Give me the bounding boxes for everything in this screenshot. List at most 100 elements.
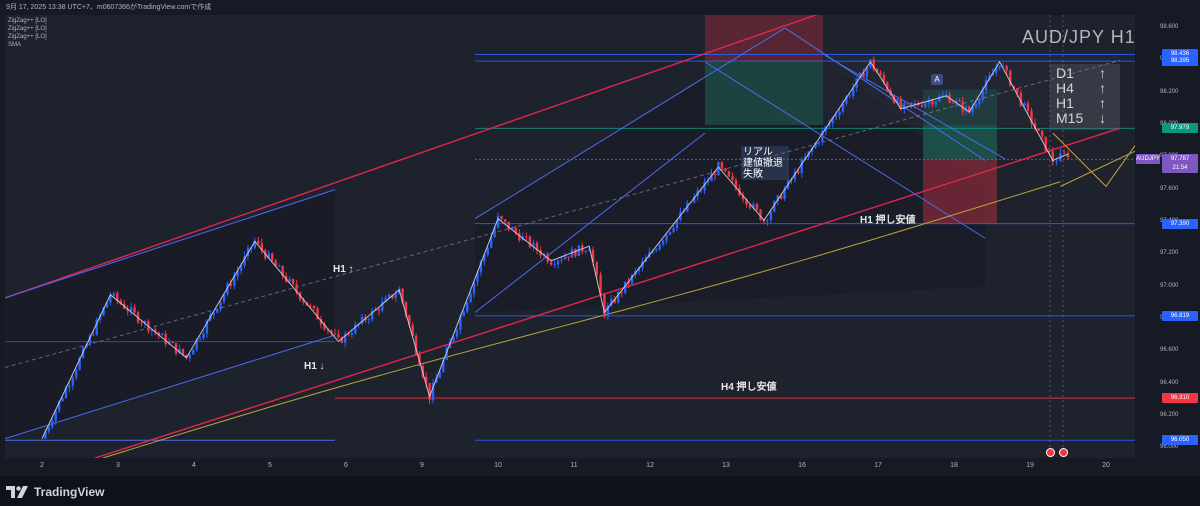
candle-body xyxy=(109,295,112,303)
candle-body xyxy=(229,283,233,286)
channel-line-red xyxy=(94,127,1121,458)
fail-note-line: 建値撤退 xyxy=(743,158,783,169)
marker-a-badge[interactable]: A xyxy=(931,74,943,85)
candle-body xyxy=(1030,110,1033,124)
indicator-label-zigzag-1[interactable]: ZigZag++ [LO] xyxy=(8,18,47,24)
candle-body xyxy=(61,398,64,402)
candle-body xyxy=(693,196,696,203)
time-axis[interactable]: 2 3 4 5 6 9 10 11 12 13 16 17 18 19 20 xyxy=(5,458,1135,476)
y-tick-label: 97.600 xyxy=(1160,185,1179,192)
candle-body xyxy=(340,337,343,343)
trend-row-d1: D1 ↑ xyxy=(1056,66,1106,81)
candle-body xyxy=(951,102,955,104)
candle-body xyxy=(192,349,195,355)
candle-body xyxy=(95,319,98,335)
candle-body xyxy=(570,249,574,258)
candle-body xyxy=(164,333,167,344)
fail-note-line: 失敗 xyxy=(743,169,763,180)
candle-body xyxy=(941,95,945,97)
annotation-h1-down: H1 ↓ xyxy=(304,361,325,372)
candle-body xyxy=(105,302,109,308)
candle-body xyxy=(528,236,532,247)
candle-body xyxy=(44,431,47,439)
candle-body xyxy=(333,333,337,335)
candle-body xyxy=(577,245,581,257)
candle-body xyxy=(563,256,567,260)
candle-body xyxy=(637,267,641,271)
candle-body xyxy=(181,348,185,355)
candle-body xyxy=(817,142,821,143)
candle-body xyxy=(219,301,222,310)
candle-body xyxy=(466,302,469,312)
x-tick-label: 9 xyxy=(420,462,424,469)
candle-body xyxy=(161,333,164,336)
candle-body xyxy=(309,305,312,307)
channel-line-red xyxy=(5,15,818,299)
candle-body xyxy=(665,234,668,241)
x-tick-label: 10 xyxy=(494,462,502,469)
candle-body xyxy=(535,242,539,251)
chart-canvas[interactable] xyxy=(5,15,1135,458)
candle-body xyxy=(945,94,948,96)
candle-body xyxy=(668,231,672,235)
price-axis[interactable]: 96.00096.20096.40096.60096.80097.00097.2… xyxy=(1135,15,1200,458)
candle-body xyxy=(518,232,521,241)
channel-line-blue xyxy=(5,189,336,299)
trend-row-h1: H1 ↑ xyxy=(1056,96,1106,111)
indicator-label-zigzag-3[interactable]: ZigZag++ [LO] xyxy=(8,34,47,40)
price-level-label: 97.390 xyxy=(1162,218,1198,229)
candle-body xyxy=(253,240,256,248)
candle-body xyxy=(387,294,391,298)
candle-body xyxy=(133,307,136,313)
tradingview-logo[interactable]: TradingView xyxy=(6,485,104,499)
candle-body xyxy=(394,294,398,299)
candle-body xyxy=(271,253,274,261)
candle-body xyxy=(620,291,623,293)
candle-body xyxy=(532,242,535,247)
candle-body xyxy=(431,382,435,400)
candle-body xyxy=(958,100,961,102)
candle-body xyxy=(759,209,762,220)
trend-box: D1 ↑ H4 ↑ H1 ↑ M15 ↓ xyxy=(1050,64,1120,130)
candle-body xyxy=(613,299,616,303)
arrow-up-icon: ↑ xyxy=(1099,95,1106,111)
candle-body xyxy=(706,181,710,183)
candle-body xyxy=(882,74,886,83)
candle-body xyxy=(119,300,122,304)
event-marker-icon[interactable] xyxy=(1046,448,1055,457)
candle-body xyxy=(157,332,160,336)
candle-body xyxy=(330,330,333,334)
candle-body xyxy=(401,288,404,303)
candle-body xyxy=(472,281,476,294)
price-level-label: 96.050 xyxy=(1162,435,1198,446)
tradingview-logo-icon xyxy=(6,486,28,498)
candle-body xyxy=(879,72,882,75)
stop-loss-zone xyxy=(923,158,997,224)
chart-header: 9月 17, 2025 13:38 UTC+7、m0607366がTrading… xyxy=(6,4,212,11)
candle-body xyxy=(1019,92,1023,106)
indicator-label-zigzag-2[interactable]: ZigZag++ [LO] xyxy=(8,26,47,32)
candle-body xyxy=(414,335,418,354)
candle-body xyxy=(483,254,486,262)
indicator-label-sma[interactable]: SMA xyxy=(8,42,22,48)
candle-body xyxy=(852,87,855,96)
candle-body xyxy=(981,89,984,100)
candle-body xyxy=(462,311,465,317)
event-marker-icon[interactable] xyxy=(1059,448,1068,457)
candle-body xyxy=(610,299,613,306)
fail-note-line: リアル xyxy=(743,147,773,158)
candle-body xyxy=(1005,65,1008,71)
candle-body xyxy=(630,274,634,284)
candle-body xyxy=(112,293,116,296)
price-chart[interactable] xyxy=(5,15,1135,458)
candle-body xyxy=(243,256,246,266)
y-tick-label: 97.200 xyxy=(1160,250,1179,257)
candle-body xyxy=(459,316,462,330)
candle-body xyxy=(319,319,323,325)
x-tick-label: 2 xyxy=(40,462,44,469)
candle-body xyxy=(1026,103,1030,111)
y-tick-label: 96.000 xyxy=(1160,444,1179,451)
candle-body xyxy=(964,106,968,112)
candle-body xyxy=(316,308,319,320)
candle-body xyxy=(92,334,95,336)
